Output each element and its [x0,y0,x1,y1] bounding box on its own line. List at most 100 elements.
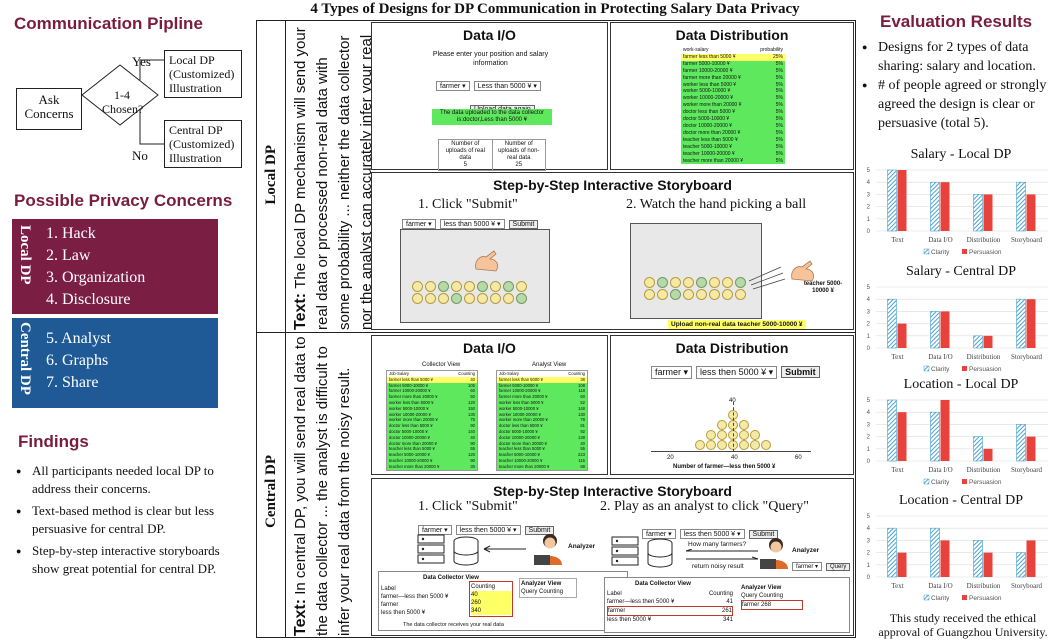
table-row: worker 5000-10000 ¥148 [497,405,587,412]
central-story-step1: 1. Click "Submit" [418,499,518,514]
table-row: teacher 10000-20000 ¥5% [681,150,785,158]
ball-icon [722,289,733,300]
position-select[interactable]: farmer ▾ [651,366,693,379]
bar-clarity [973,540,983,578]
table-row: teacher more than 20000 ¥30 [387,463,477,470]
table-row: teacher 5000-10000 ¥5% [681,143,785,151]
table-row: farmer 5000-10000 ¥105 [387,382,477,389]
bar-clarity [1016,298,1026,349]
ball-icon [716,430,727,440]
salary-select[interactable]: Less than 5000 ¥ ▾ [473,81,541,91]
concern-item: 3. Organization [46,269,146,286]
table-row: doctor 5000-10000 ¥92 [497,428,587,435]
analyst-table: Job-Salary Counting farmer less than 5000… [496,370,588,471]
return-noisy-label: return noisy result [692,563,744,570]
bar-persuasion [940,400,950,461]
bar-persuasion [983,335,993,348]
table-row: doctor less than 5000 ¥81 [497,423,587,429]
concern-item: 2. Law [46,247,91,264]
ball-icon [503,281,514,292]
chart-title: Location - Central DP [898,493,1024,508]
x-axis [651,451,811,452]
position-select[interactable]: farmer ▾ [402,219,436,229]
y-tick-label: 3 [867,309,871,315]
table-row: doctor 10000-20000 ¥40 [387,434,477,441]
table-row: doctor less than 5000 ¥5% [681,109,785,117]
analyst-result-value: 268 [761,602,772,608]
counting-value: 260 [471,599,511,607]
query-button[interactable]: Query [826,563,851,571]
submit-button[interactable]: Submit [524,526,555,535]
salary-select[interactable]: less than 5000 ¥ ▾ [439,219,505,229]
salary-select[interactable]: less then 5000 ¥ ▾ [679,529,745,539]
ball-icon [738,420,749,430]
central-text-body: In central DP, you will send real data t… [292,336,353,636]
central-dp-vertical-label: Central DP [17,322,33,395]
y-tick-label: 2 [867,551,871,557]
real-count-label: Number of uploads of real data [445,141,485,161]
panel-heading: Data Distribution [675,340,789,356]
nonreal-count-label: Number of uploads of non-real data [498,141,540,161]
ball-icon [749,430,760,440]
evaluation-bullet: Designs for 2 types of data sharing: sal… [860,38,1056,76]
legend-label: Persuasion [969,366,1002,373]
concern-item: 5. Analyst [46,330,111,347]
legend-label: Clarity [931,366,950,373]
chart-legend: Clarity Persuasion [923,594,1002,602]
submit-button[interactable]: Submit [748,530,779,539]
main-title: 4 Types of Designs for DP Communication … [310,1,800,17]
query-header: Query [521,589,538,595]
ball-icon [464,281,475,292]
ball-icon [738,440,749,450]
ball-icon [735,289,746,300]
upload-notice: The data uploaded to the data collector … [432,109,552,125]
submit-button[interactable]: Submit [508,220,539,229]
row-divider [256,332,856,333]
legend-swatch-persuasion [962,595,967,600]
ball-icon [696,289,707,300]
ball-icon [683,289,694,300]
submit-button[interactable]: Submit [781,366,820,378]
local-io-selects: farmer ▾ Less than 5000 ¥ ▾ [436,75,541,93]
bar-chart: 0 1 2 3 4 5 Text Data I/O Distribution Storyboard… [867,285,1048,373]
legend-label: Persuasion [969,479,1002,486]
question-label: How many farmers? [688,541,747,548]
legend-label: Persuasion [969,249,1002,256]
table-row: farmer 5000-10000 ¥5% [681,60,785,68]
designs-frame [256,20,856,638]
table-row: farmer more than 20000 ¥60 [497,394,587,400]
ball-icon [683,277,694,288]
receive-note: The data collector receives your real da… [403,622,504,628]
table-row: doctor more than 20000 ¥5% [681,129,785,137]
table-row: worker less than 5000 ¥120 [387,399,477,406]
text-prefix: Text: [292,598,309,636]
chart-legend: Clarity Persuasion [923,478,1002,486]
bar-clarity [887,399,897,462]
x-tick-label: Distribution [967,582,1001,590]
table-row: doctor 5000-10000 ¥5% [681,116,785,123]
chart-legend: Clarity Persuasion [923,248,1002,256]
table-row: farmer more than 20000 ¥5% [681,74,785,82]
table-row: farmer 5000-10000 ¥108 [497,382,587,389]
counting-header: Counting [539,589,564,595]
ball-icon [727,420,738,430]
legend-swatch-persuasion [962,479,967,484]
x-tick-label: Storyboard [1011,466,1043,474]
ball-box-left [400,229,550,323]
bar-chart: 0 1 2 3 4 5 Text Data I/O Distribution Storyboard… [867,514,1048,602]
ball-icon [438,293,449,304]
chart-title: Location - Local DP [903,377,1019,392]
collector-view-title: Data Collector View [423,575,479,581]
collector-row: farmer—less then 5000 ¥ [381,594,449,600]
bar-persuasion [897,552,907,577]
counting-highlight: Counting 40 260 340 [469,581,513,617]
central-story-controls-left: farmer ▾ less then 5000 ¥ ▾ Submit [418,519,555,537]
chart-legend: Clarity Persuasion [923,365,1002,373]
position-select[interactable]: farmer ▾ [436,81,470,91]
ball-icon [516,281,527,292]
central-story-step2: 2. Play as an analyst to click "Query" [600,499,809,514]
salary-select[interactable]: less then 5000 ¥ ▾ [696,366,778,379]
position-select[interactable]: farmer ▾ [792,562,823,571]
bar-persuasion [1026,194,1036,231]
y-tick-label: 5 [867,514,871,520]
